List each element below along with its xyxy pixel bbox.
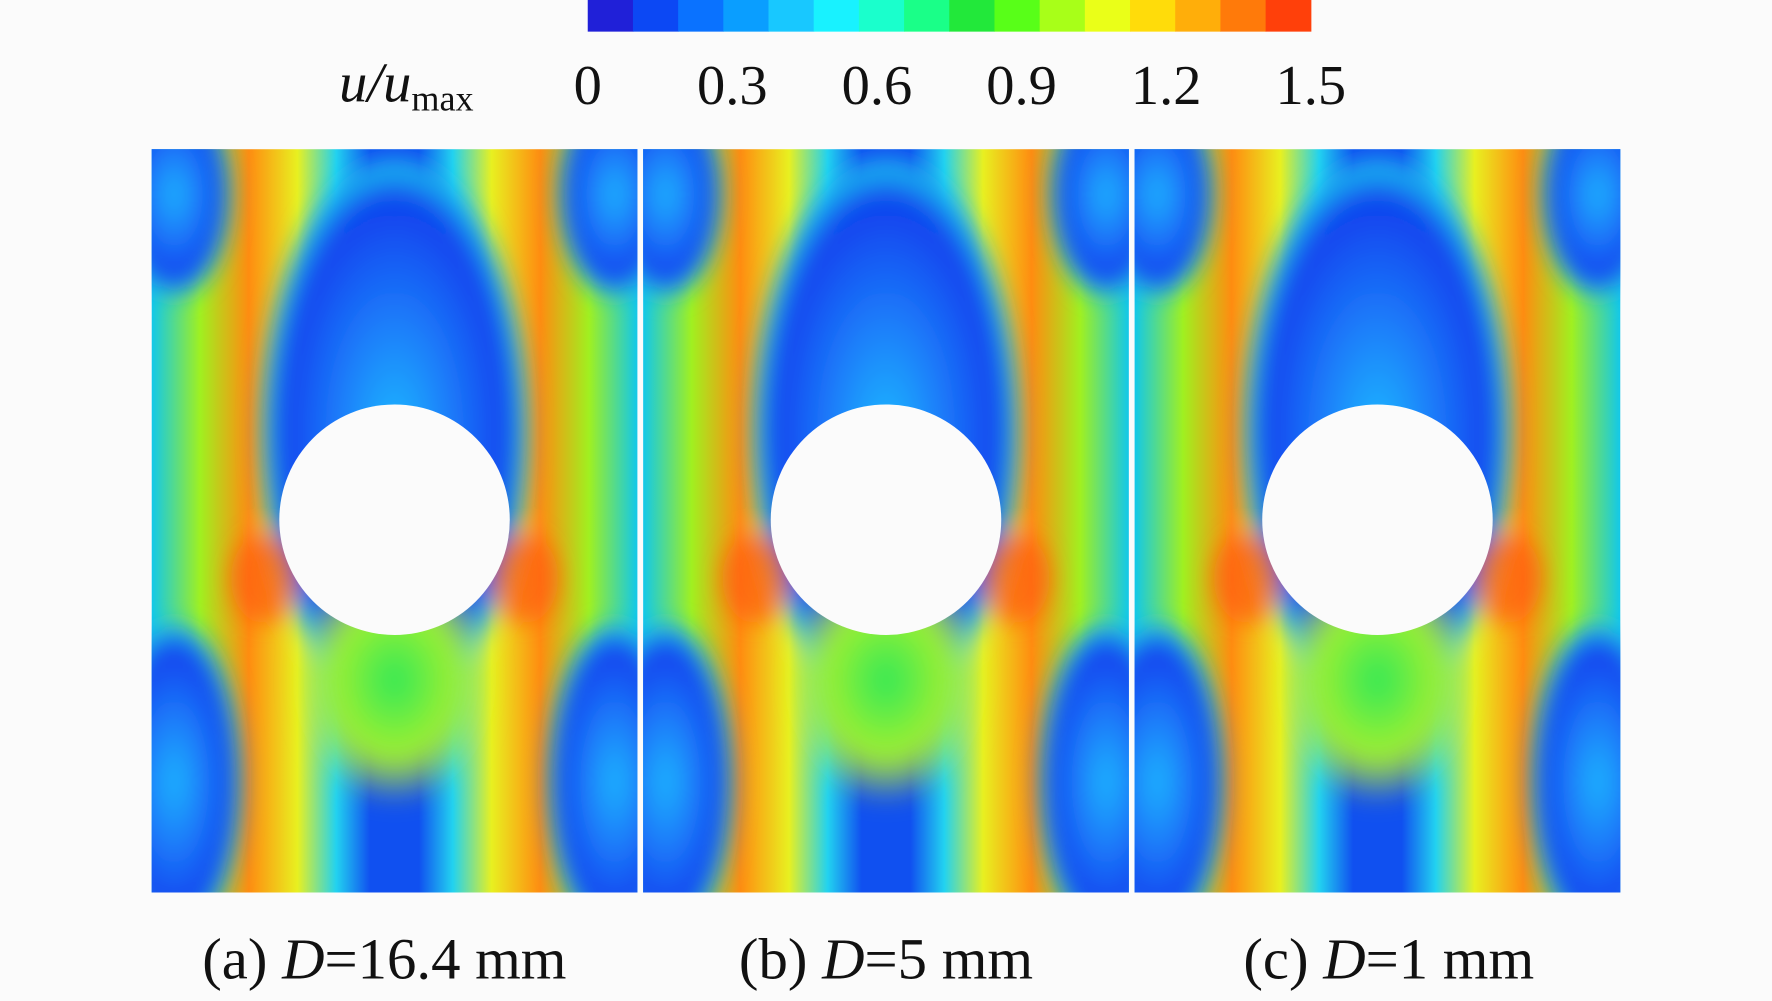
caption-variable: D xyxy=(821,926,864,991)
colorbar-tick-label: 1.5 xyxy=(1276,55,1347,117)
colorbar-tick-label: 0.3 xyxy=(697,55,768,117)
colorbar-block xyxy=(813,0,860,32)
label-sub: max xyxy=(411,79,473,119)
colorbar-label: u/umax xyxy=(339,53,473,119)
colorbar-block xyxy=(1265,0,1312,32)
colorbar-block xyxy=(994,0,1041,32)
colorbar-tick-label: 0.6 xyxy=(842,55,913,117)
contour-panel xyxy=(598,93,1174,940)
caption-variable: D xyxy=(281,926,324,991)
colorbar-tick-label: 1.2 xyxy=(1131,55,1202,117)
colorbar-block xyxy=(1130,0,1176,32)
colorbar-block xyxy=(587,0,634,32)
panel-caption: (a) D=16.4 mm xyxy=(202,926,566,991)
colorbar-block xyxy=(949,0,996,32)
colorbar-tick-label: 0 xyxy=(574,55,602,117)
colorbar-tick-label: 0.9 xyxy=(986,55,1057,117)
contour-panel xyxy=(106,93,682,940)
colorbar-block xyxy=(858,0,905,32)
colorbar-block xyxy=(1084,0,1131,32)
colorbar-block xyxy=(632,0,679,32)
label-main: u/u xyxy=(339,53,411,115)
panel-caption: (c) D=1 mm xyxy=(1243,926,1534,991)
colorbar-block xyxy=(1039,0,1086,32)
contour-panel xyxy=(1089,93,1665,940)
colorbar-block xyxy=(1220,0,1267,32)
captions: (a) D=16.4 mm (b) D=5 mm (c) D=1 mm xyxy=(202,926,1534,991)
caption-prefix: (a) xyxy=(202,926,282,991)
colorbar-block xyxy=(1175,0,1221,32)
colorbar: 0 0.3 0.6 0.9 1.2 1.5 xyxy=(574,0,1346,117)
caption-variable: D xyxy=(1322,926,1365,991)
colorbar-block xyxy=(723,0,770,32)
caption-prefix: (c) xyxy=(1243,926,1323,991)
caption-value: =5 mm xyxy=(865,926,1034,991)
caption-value: =16.4 mm xyxy=(325,926,567,991)
colorbar-block xyxy=(768,0,815,32)
caption-value: =1 mm xyxy=(1366,926,1535,991)
colorbar-block xyxy=(678,0,724,32)
caption-prefix: (b) xyxy=(739,926,822,991)
colorbar-block xyxy=(904,0,950,32)
panel-caption: (b) D=5 mm xyxy=(739,926,1033,991)
